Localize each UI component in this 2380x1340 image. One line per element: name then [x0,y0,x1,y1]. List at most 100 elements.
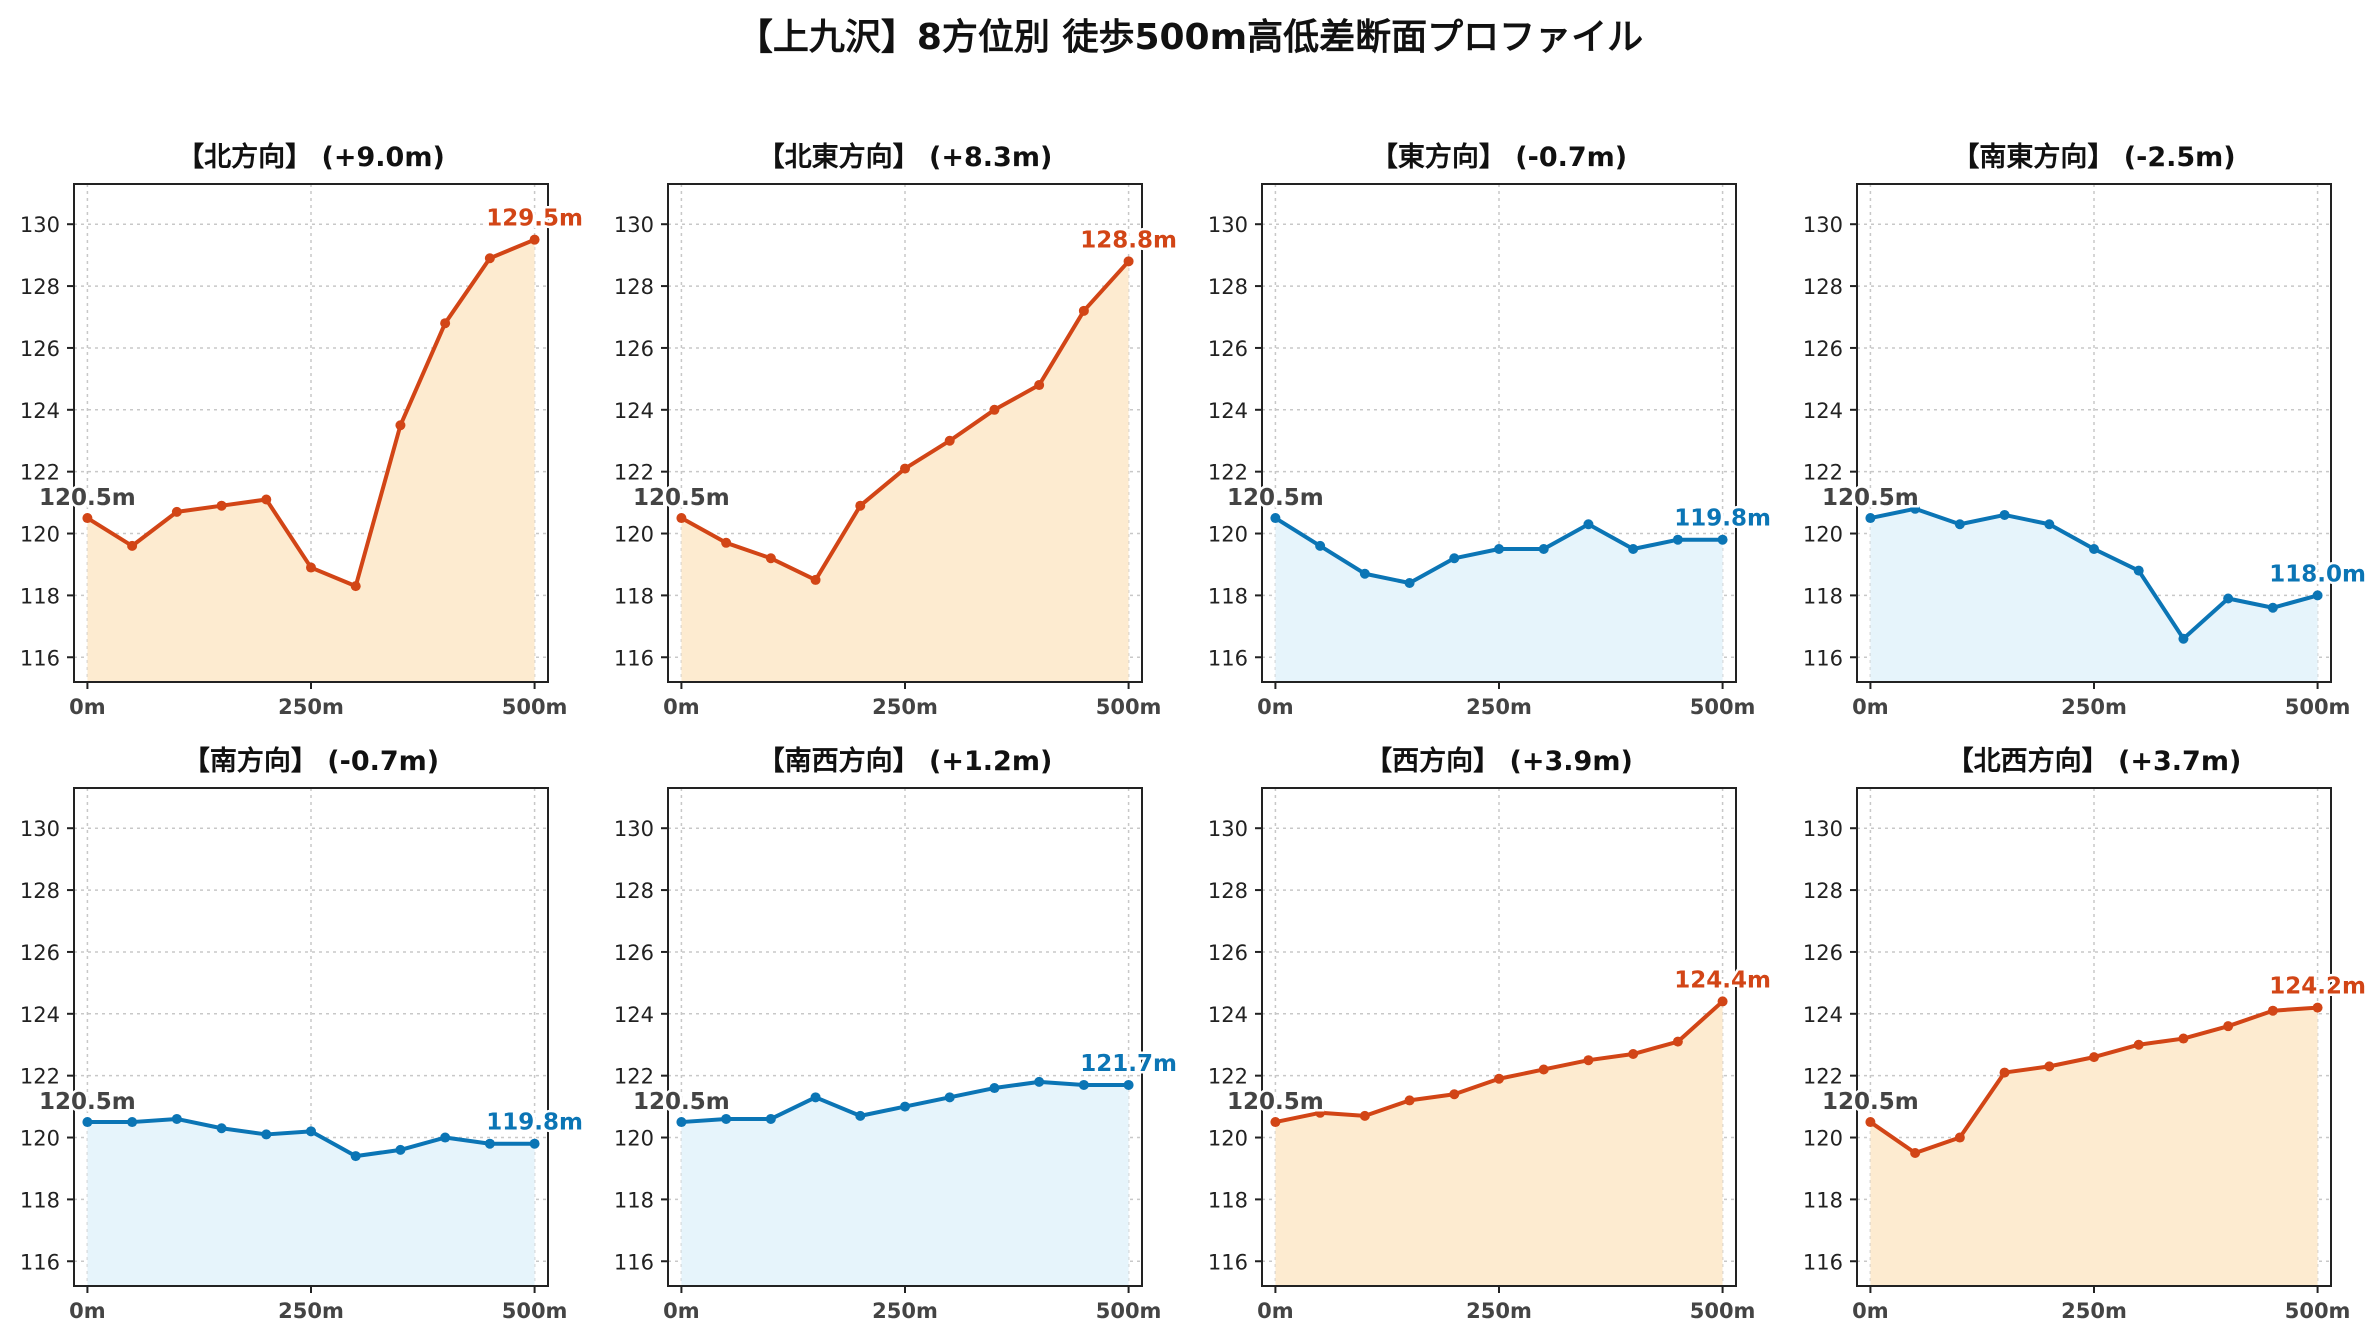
start-value-label: 120.5m [633,1089,730,1115]
x-tick-label: 0m [69,1299,106,1323]
x-tick-label: 500m [1690,695,1756,719]
data-point [216,500,227,511]
y-tick-label: 122 [20,1065,60,1089]
data-point [484,253,495,264]
data-point [1717,534,1728,545]
data-point [989,1083,1000,1094]
y-tick-label: 118 [20,1188,60,1212]
data-point [1270,1117,1281,1128]
y-tick-label: 130 [1803,213,1843,237]
x-tick-label: 500m [2285,1299,2351,1323]
data-point [1359,1110,1370,1121]
chart-panel-5: 【南西方向】 (+1.2m) 116 118 120 122 124 126 128 130 0m… [614,745,1180,1323]
data-point [810,574,821,585]
y-tick-label: 128 [614,275,654,299]
data-point [2178,633,2189,644]
data-point [810,1092,821,1103]
y-tick-label: 120 [614,1127,654,1151]
data-point [1628,543,1639,554]
y-tick-label: 128 [1803,879,1843,903]
data-point [1954,519,1965,530]
data-point [2133,565,2144,576]
y-tick-label: 118 [20,584,60,608]
y-tick-label: 116 [1208,1250,1248,1274]
x-tick-label: 0m [1257,1299,1294,1323]
data-point [1078,1079,1089,1090]
y-tick-label: 130 [1208,817,1248,841]
y-tick-label: 116 [20,1250,60,1274]
chart-panel-7: 【北西方向】 (+3.7m) 116 118 120 122 124 126 128 130 0m… [1803,745,2369,1323]
x-tick-label: 500m [1096,695,1162,719]
data-point [1954,1132,1965,1143]
chart-title: 【北方向】 (+9.0m) [177,141,445,173]
data-point [440,318,451,329]
y-tick-label: 130 [20,213,60,237]
data-point [127,1117,138,1128]
x-tick-label: 250m [872,1299,938,1323]
y-tick-label: 128 [1208,879,1248,903]
chart-title: 【南東方向】 (-2.5m) [1952,141,2235,173]
start-value-label: 120.5m [39,485,136,511]
data-point [676,513,687,524]
y-tick-label: 118 [1208,1188,1248,1212]
start-value-label: 120.5m [39,1089,136,1115]
y-tick-label: 116 [1803,646,1843,670]
x-tick-label: 250m [278,1299,344,1323]
x-tick-label: 500m [1690,1299,1756,1323]
y-tick-label: 122 [1208,461,1248,485]
y-tick-label: 116 [614,646,654,670]
data-point [1494,1073,1504,1084]
data-point [350,581,361,592]
data-point [82,1117,93,1128]
data-point [2312,1002,2323,1013]
area-fill [87,1118,535,1286]
data-point [2044,1061,2055,1072]
y-tick-label: 126 [1803,941,1843,965]
data-point [395,420,406,431]
y-tick-label: 116 [1803,1250,1843,1274]
y-tick-label: 122 [614,1065,654,1089]
data-point [1270,513,1281,524]
data-point [944,435,955,446]
data-point [1359,568,1370,579]
area-fill [1870,508,2318,682]
data-point [1449,553,1460,564]
data-point [765,1113,776,1124]
area-fill [1275,518,1723,682]
data-point [676,1117,687,1128]
start-value-label: 120.5m [1822,485,1919,511]
data-point [1078,305,1089,316]
data-point [350,1151,361,1162]
data-point [2223,1021,2234,1032]
y-tick-label: 124 [1208,399,1248,423]
data-point [171,1113,182,1124]
start-value-label: 120.5m [1822,1089,1919,1115]
data-point [1910,503,1921,514]
y-tick-label: 128 [614,879,654,903]
y-tick-label: 124 [1803,1003,1843,1027]
data-point [1449,1089,1460,1100]
chart-panel-1: 【北東方向】 (+8.3m) 116 118 120 122 124 126 128 130 0m… [614,141,1180,719]
y-tick-label: 126 [20,337,60,361]
data-point [989,404,1000,415]
y-tick-label: 126 [20,941,60,965]
data-point [529,1138,540,1149]
area-fill [681,1081,1129,1286]
chart-title: 【東方向】 (-0.7m) [1371,141,1627,173]
y-tick-label: 118 [614,1188,654,1212]
y-tick-label: 130 [20,817,60,841]
x-tick-label: 500m [502,1299,568,1323]
y-tick-label: 128 [20,879,60,903]
data-point [1494,543,1504,554]
y-tick-label: 130 [1803,817,1843,841]
end-value-label: 129.5m [486,206,583,232]
y-tick-label: 122 [1208,1065,1248,1089]
y-tick-label: 122 [20,461,60,485]
x-tick-label: 0m [1852,695,1889,719]
chart-title: 【南西方向】 (+1.2m) [758,745,1053,777]
y-tick-label: 120 [614,523,654,547]
y-tick-label: 120 [1803,523,1843,547]
data-point [1583,519,1594,530]
x-tick-label: 250m [2061,1299,2127,1323]
